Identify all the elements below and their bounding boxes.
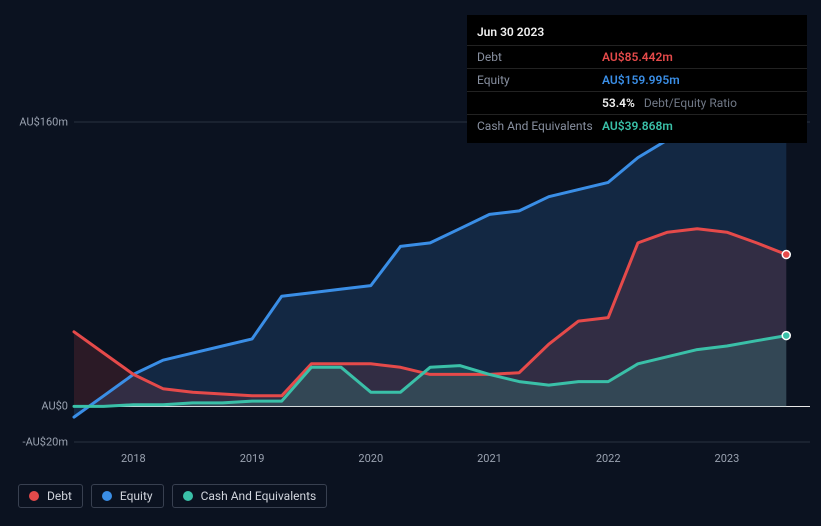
x-axis-label: 2023 <box>715 452 740 465</box>
tooltip-row-cash: Cash And Equivalents AU$39.868m <box>467 114 807 137</box>
tooltip-ratio-label: Debt/Equity Ratio <box>638 96 737 110</box>
x-axis-label: 2021 <box>477 452 502 465</box>
y-axis-label: AU$0 <box>18 400 68 413</box>
tooltip-label: Cash And Equivalents <box>477 119 602 133</box>
tooltip-value: AU$85.442m <box>602 50 673 64</box>
y-axis-label: AU$160m <box>18 116 68 129</box>
chart-area[interactable]: AU$160mAU$0-AU$20m 201820192020202120222… <box>18 122 810 480</box>
tooltip-label: Equity <box>477 73 602 87</box>
y-axis-label: -AU$20m <box>18 436 68 449</box>
tooltip-label <box>477 96 602 110</box>
chart-svg <box>18 122 810 482</box>
x-axis-label: 2020 <box>358 452 383 465</box>
legend-item-debt[interactable]: Debt <box>18 484 83 508</box>
tooltip-ratio-value: 53.4% <box>602 96 635 110</box>
legend-swatch <box>29 491 39 501</box>
legend-item-cash[interactable]: Cash And Equivalents <box>172 484 328 508</box>
legend-label: Equity <box>120 489 153 503</box>
tooltip-row-debt: Debt AU$85.442m <box>467 45 807 68</box>
tooltip-date: Jun 30 2023 <box>467 21 807 45</box>
x-axis-label: 2022 <box>596 452 621 465</box>
tooltip-value: AU$159.995m <box>602 73 680 87</box>
tooltip-label: Debt <box>477 50 602 64</box>
legend-item-equity[interactable]: Equity <box>91 484 164 508</box>
legend-label: Cash And Equivalents <box>201 489 317 503</box>
tooltip-value: AU$39.868m <box>602 119 673 133</box>
x-axis-label: 2019 <box>240 452 265 465</box>
legend: Debt Equity Cash And Equivalents <box>18 484 327 508</box>
legend-swatch <box>102 491 112 501</box>
tooltip-row-equity: Equity AU$159.995m <box>467 68 807 91</box>
chart-tooltip: Jun 30 2023 Debt AU$85.442m Equity AU$15… <box>467 15 807 143</box>
legend-label: Debt <box>47 489 72 503</box>
x-axis-label: 2018 <box>121 452 146 465</box>
tooltip-row-ratio: 53.4% Debt/Equity Ratio <box>467 91 807 114</box>
legend-swatch <box>183 491 193 501</box>
